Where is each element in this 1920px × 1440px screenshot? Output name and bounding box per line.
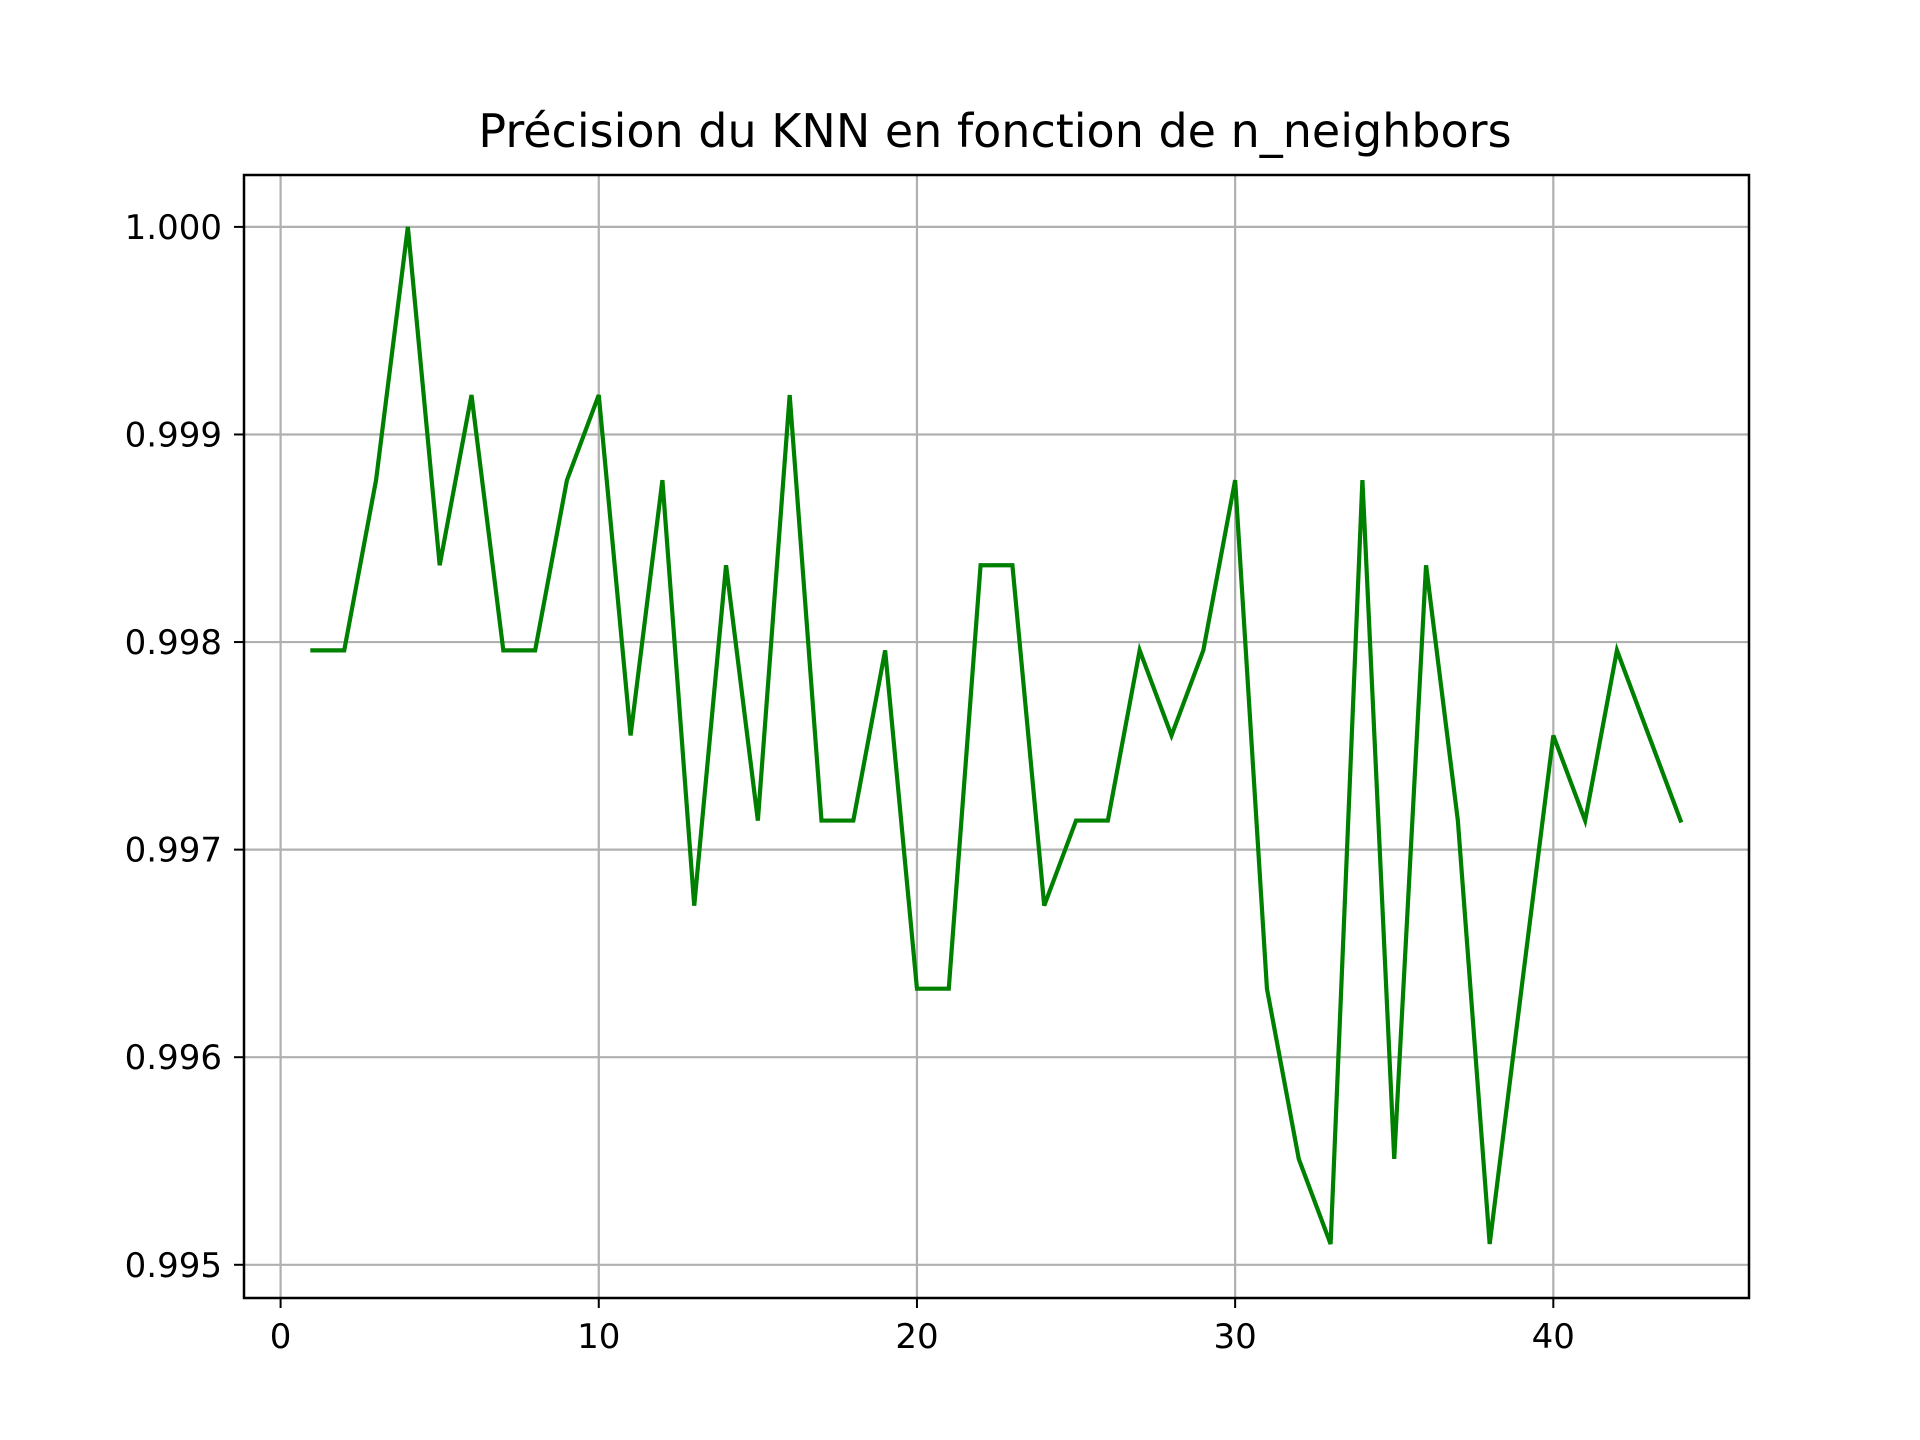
- y-tick-label: 0.997: [125, 831, 222, 871]
- chart-title: Précision du KNN en fonction de n_neighb…: [478, 104, 1511, 158]
- series-line: [310, 226, 1684, 1245]
- x-axis: 0 10 20 30 40: [270, 1298, 1575, 1357]
- series-layer: [310, 226, 1684, 1245]
- y-tick-label: 0.999: [125, 415, 222, 455]
- y-axis: 0.995 0.996 0.997 0.998 0.999 1.000: [125, 208, 244, 1286]
- x-tick-label: 0: [270, 1317, 292, 1357]
- y-tick-label: 1.000: [125, 208, 222, 248]
- x-tick-label: 10: [577, 1317, 620, 1357]
- x-tick-label: 40: [1532, 1317, 1575, 1357]
- y-tick-label: 0.996: [125, 1038, 222, 1078]
- y-tick-label: 0.995: [125, 1246, 222, 1286]
- plot-frame: [242, 173, 1751, 1300]
- x-tick-label: 30: [1214, 1317, 1257, 1357]
- y-tick-label: 0.998: [125, 623, 222, 663]
- x-tick-label: 20: [895, 1317, 938, 1357]
